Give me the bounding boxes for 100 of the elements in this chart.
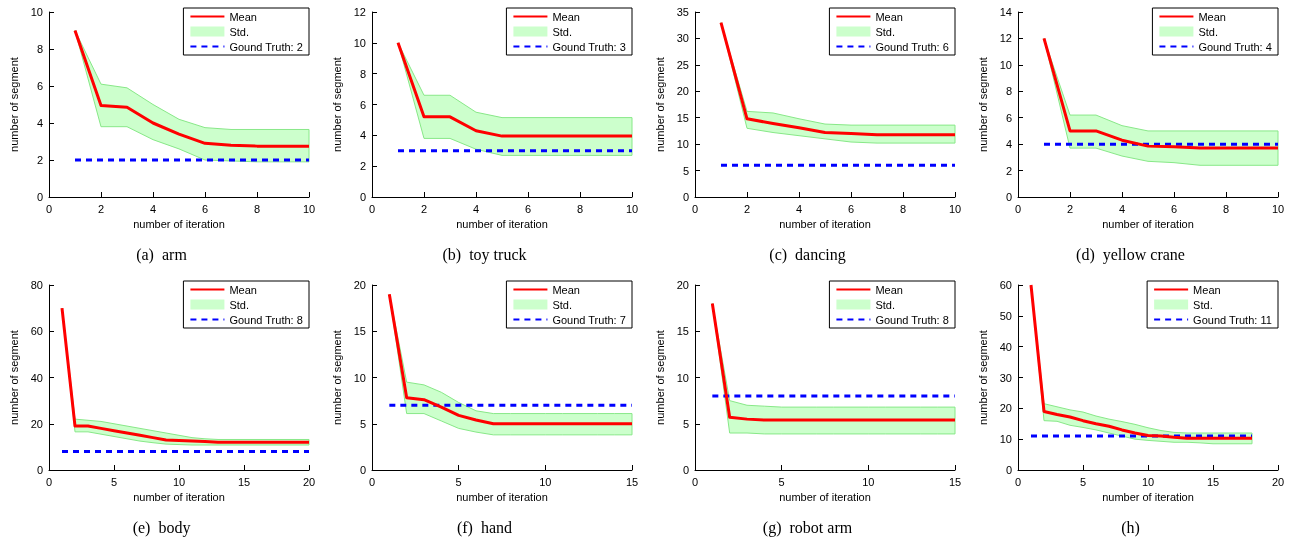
x-axis-title: number of iteration <box>456 491 548 504</box>
y-tick-label: 4 <box>359 129 366 142</box>
legend-label: Mean <box>552 10 580 23</box>
y-tick-label: 40 <box>30 371 43 384</box>
x-tick-label: 4 <box>1118 202 1126 215</box>
x-tick-label: 10 <box>862 475 875 488</box>
y-tick-label: 8 <box>36 43 43 55</box>
y-axis-title: number of segment <box>976 330 989 425</box>
x-tick-label: 4 <box>795 202 803 215</box>
x-tick-label: 10 <box>302 202 316 215</box>
y-tick-label: 12 <box>999 32 1012 45</box>
annotation: Std. <box>552 25 572 38</box>
text: (b) toy truck <box>442 245 527 264</box>
text: (f) hand <box>456 518 513 537</box>
x-tick-label: 8 <box>899 202 907 215</box>
y-tick-label: 10 <box>676 138 689 151</box>
legend-label: Mean <box>1193 283 1221 296</box>
text: (c) dancing <box>769 245 846 264</box>
y-tick-label: 4 <box>36 117 43 129</box>
y-tick-label: 2 <box>1005 164 1012 177</box>
y-tick-label: 10 <box>353 36 366 49</box>
annotation: Std. <box>875 25 895 38</box>
x-tick-label: 10 <box>948 202 962 215</box>
y-tick-label: 10 <box>999 58 1012 71</box>
x-tick-label: 10 <box>1271 202 1285 215</box>
x-axis-title: number of iteration <box>779 491 871 504</box>
text: (e) body <box>132 518 191 537</box>
y-tick-label: 20 <box>676 85 689 98</box>
x-tick-label: 15 <box>1206 475 1220 488</box>
y-tick-label: 50 <box>999 309 1012 322</box>
x-tick-label: 15 <box>948 475 962 488</box>
y-tick-label: 60 <box>30 325 43 338</box>
x-tick-label: 0 <box>691 202 699 215</box>
x-tick-label: 20 <box>302 475 316 488</box>
y-axis-title: number of segment <box>7 57 20 152</box>
x-tick-label: 0 <box>368 202 376 215</box>
x-tick-label: 0 <box>45 475 53 488</box>
y-tick-label: 0 <box>682 464 689 476</box>
y-tick-label: 35 <box>676 6 689 18</box>
x-tick-label: 2 <box>743 202 751 215</box>
y-tick-label: 12 <box>353 6 366 18</box>
x-tick-label: 5 <box>778 475 785 488</box>
y-tick-label: 0 <box>359 191 366 203</box>
x-tick-label: 10 <box>172 475 186 488</box>
y-tick-label: 6 <box>36 80 43 92</box>
x-tick-label: 0 <box>45 202 53 215</box>
x-tick-label: 6 <box>1170 202 1178 215</box>
y-tick-label: 80 <box>30 279 43 291</box>
x-axis-title: number of iteration <box>133 491 225 504</box>
y-tick-label: 15 <box>676 111 689 124</box>
y-tick-label: 2 <box>36 154 43 166</box>
text: (h) <box>1121 518 1140 537</box>
x-tick-label: 10 <box>625 202 639 215</box>
x-tick-label: 2 <box>1066 202 1074 215</box>
x-tick-label: 6 <box>847 202 855 215</box>
legend-label: Mean <box>875 10 903 23</box>
y-tick-label: 15 <box>676 325 689 338</box>
x-tick-label: 5 <box>110 475 118 488</box>
x-tick-label: 4 <box>472 202 480 215</box>
y-tick-label: 20 <box>353 279 366 291</box>
y-tick-label: 8 <box>1005 85 1012 98</box>
y-axis-title: number of segment <box>653 330 666 425</box>
y-tick-label: 60 <box>999 279 1012 291</box>
legend-label: Gound Truth: 7 <box>552 313 626 326</box>
x-tick-label: 0 <box>691 475 699 488</box>
y-tick-label: 30 <box>676 32 689 45</box>
text: (d) yellow crane <box>1076 245 1185 264</box>
x-tick-label: 0 <box>1014 202 1022 215</box>
x-tick-label: 0 <box>1014 475 1022 488</box>
x-axis-title: number of iteration <box>779 218 871 231</box>
y-tick-label: 10 <box>676 371 689 384</box>
legend-label: Mean <box>552 283 580 296</box>
x-tick-label: 2 <box>420 202 428 215</box>
y-tick-label: 15 <box>353 325 366 338</box>
x-tick-label: 0 <box>368 475 376 488</box>
x-tick-label: 8 <box>1222 202 1230 215</box>
y-tick-label: 6 <box>1005 111 1012 124</box>
x-tick-label: 2 <box>97 202 105 215</box>
y-tick-label: 0 <box>1005 191 1012 203</box>
annotation: Std. <box>1193 298 1213 311</box>
annotation: Std. <box>552 298 572 311</box>
legend-label: Mean <box>229 283 257 296</box>
legend-label: Gound Truth: 3 <box>552 40 626 53</box>
legend-label: Gound Truth: 8 <box>875 313 949 326</box>
legend-label: Mean <box>229 10 257 23</box>
annotation: Std. <box>1198 25 1218 38</box>
y-tick-label: 4 <box>1005 138 1012 151</box>
y-axis-title: number of segment <box>7 330 20 425</box>
x-axis-title: number of iteration <box>133 218 225 231</box>
y-axis-title: number of segment <box>976 57 989 152</box>
legend-label: Mean <box>1198 10 1226 23</box>
y-tick-label: 20 <box>999 402 1012 415</box>
y-tick-label: 0 <box>36 464 43 476</box>
text: (g) robot arm <box>762 518 853 537</box>
x-tick-label: 5 <box>455 475 462 488</box>
y-tick-label: 5 <box>359 417 366 430</box>
x-axis-title: number of iteration <box>1102 491 1194 504</box>
x-tick-label: 6 <box>524 202 532 215</box>
y-axis-title: number of segment <box>330 57 343 152</box>
y-tick-label: 25 <box>676 58 689 71</box>
